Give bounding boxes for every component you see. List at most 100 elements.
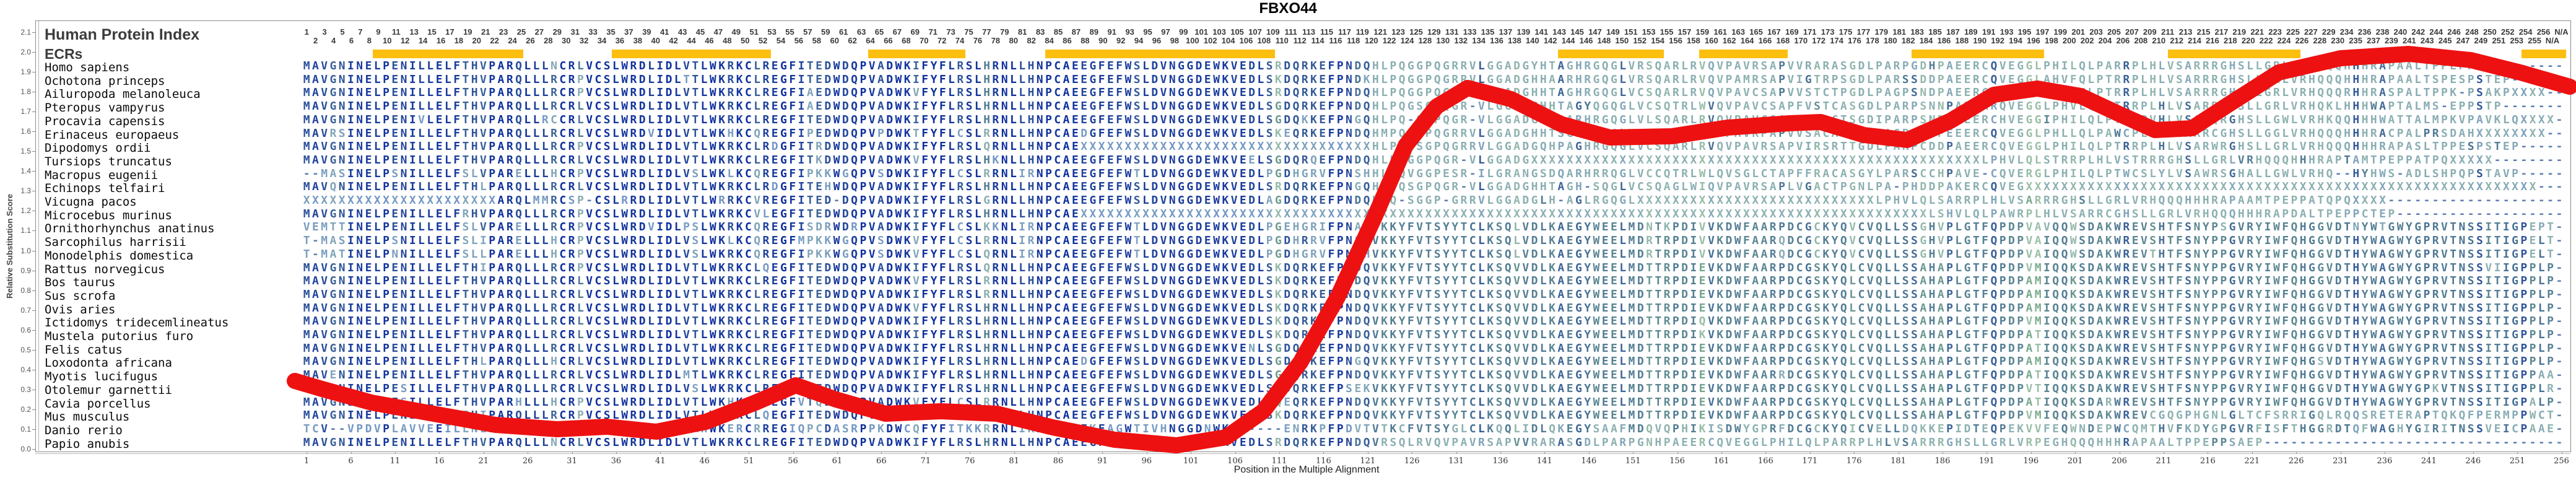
ruler-label: 70 <box>919 36 929 45</box>
ruler-label: 153 <box>1642 27 1656 37</box>
ruler-label: 165 <box>1749 27 1763 37</box>
x-tick-mark <box>1235 452 1236 454</box>
x-tick-mark <box>1986 452 1988 454</box>
x-tick-label: 241 <box>2421 456 2437 466</box>
x-tick-mark <box>1102 452 1103 454</box>
ruler-label: 45 <box>695 27 705 37</box>
ruler-label: 239 <box>2385 36 2398 45</box>
species-label: Mustela putorius furo <box>45 329 194 343</box>
x-tick-label: 101 <box>1183 456 1199 466</box>
ruler-label: N/A <box>2554 27 2569 37</box>
ecr-bar <box>1045 50 1275 58</box>
ruler-label: 129 <box>1427 27 1441 37</box>
y-tick-label: 1.1 <box>20 226 31 235</box>
species-label: Cavia porcellus <box>45 396 151 411</box>
ruler-label: 226 <box>2295 36 2309 45</box>
ruler-label: 75 <box>964 27 973 37</box>
species-label: Rattus norvegicus <box>45 262 165 276</box>
ruler-label: 169 <box>1785 27 1799 37</box>
ruler-label: 87 <box>1071 27 1081 37</box>
ruler-label: 67 <box>892 27 902 37</box>
ruler-label: 24 <box>508 36 517 45</box>
ruler-label: 52 <box>758 36 768 45</box>
y-tick-label: 1.5 <box>20 147 31 156</box>
ecr-bar <box>1911 50 2045 58</box>
ruler-label: 158 <box>1687 36 1700 45</box>
ruler-label: 242 <box>2411 27 2426 37</box>
ruler-label: 212 <box>2170 36 2183 45</box>
ruler-label: 95 <box>1143 27 1152 37</box>
x-tick-label: 66 <box>876 456 887 466</box>
ruler-label: 207 <box>2125 27 2139 37</box>
y-tick-label: 1.9 <box>20 68 31 77</box>
ruler-label: 172 <box>1812 36 1826 45</box>
species-label: Vicugna pacos <box>45 195 137 209</box>
ruler-label: 38 <box>633 36 643 45</box>
ecr-bar <box>2522 50 2566 58</box>
x-tick-label: 31 <box>567 456 577 466</box>
ruler-label: 170 <box>1794 36 1808 45</box>
ruler-label: 208 <box>2134 36 2148 45</box>
ruler-label: 241 <box>2402 36 2416 45</box>
ruler-label: 26 <box>526 36 535 45</box>
ruler-label: 229 <box>2321 27 2336 37</box>
y-tick-mark <box>32 131 35 133</box>
y-tick-mark <box>32 290 35 291</box>
ruler-label: 65 <box>874 27 884 37</box>
ruler-label: 162 <box>1722 36 1736 45</box>
ruler-label: 33 <box>588 27 598 37</box>
ruler-label: 167 <box>1767 27 1781 37</box>
x-tick-label: 91 <box>1097 456 1108 466</box>
y-tick-label: 0.7 <box>20 305 31 315</box>
ruler-label: 175 <box>1838 27 1853 37</box>
y-tick-mark <box>32 449 35 450</box>
ruler-label: 31 <box>570 27 580 37</box>
x-tick-mark <box>2030 452 2032 454</box>
ruler-label: 193 <box>1999 27 2014 37</box>
ruler-label: 62 <box>848 36 857 45</box>
ruler-label: 50 <box>741 36 750 45</box>
ruler-label: 256 <box>2536 27 2551 37</box>
ruler-label: 190 <box>1973 36 1987 45</box>
ruler-label: 201 <box>2071 27 2086 37</box>
ruler-label: 36 <box>615 36 625 45</box>
x-tick-label: 161 <box>1713 456 1730 466</box>
ruler-label: 35 <box>606 27 616 37</box>
y-tick-mark <box>32 171 35 172</box>
ruler-label: 15 <box>427 27 437 37</box>
ruler-label: 230 <box>2331 36 2345 45</box>
x-tick-mark <box>1633 452 1634 454</box>
ruler-label: 6 <box>349 36 354 45</box>
ruler-label: 123 <box>1391 27 1405 37</box>
x-tick-label: 106 <box>1227 456 1243 466</box>
species-label: Myotis lucifugus <box>45 370 159 384</box>
x-tick-label: 116 <box>1315 456 1331 466</box>
species-label: Ovis aries <box>45 302 116 316</box>
x-tick-label: 81 <box>1009 456 1019 466</box>
ruler-label: 210 <box>2152 36 2166 45</box>
ruler-label: 157 <box>1677 27 1692 37</box>
ruler-label: 76 <box>973 36 983 45</box>
x-tick-label: 51 <box>743 456 754 466</box>
ruler-label: 199 <box>2053 27 2068 37</box>
ruler-label: 13 <box>409 27 419 37</box>
ruler-label: 43 <box>677 27 687 37</box>
y-tick-label: 1.8 <box>20 87 31 97</box>
ruler-label: 106 <box>1239 36 1253 45</box>
ruler-label: 249 <box>2474 36 2488 45</box>
ruler-label: 47 <box>713 27 723 37</box>
ruler-label: 42 <box>669 36 678 45</box>
ruler-label: 20 <box>472 36 481 45</box>
ruler-label: 236 <box>2357 27 2372 37</box>
ruler-label: 215 <box>2196 27 2211 37</box>
ruler-label: 214 <box>2188 36 2201 45</box>
ruler-label: 107 <box>1248 27 1262 37</box>
